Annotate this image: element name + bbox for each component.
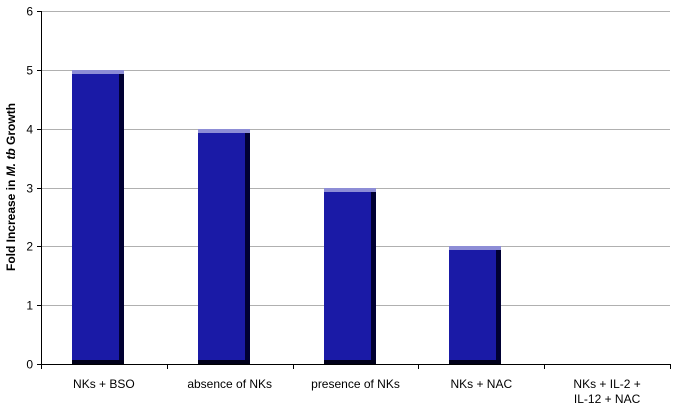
x-category-label-4: NKs + IL-2 + IL-12 + NAC <box>573 377 640 406</box>
bar-face-3 <box>449 246 501 364</box>
y-tick-label-5: 5 <box>26 64 33 78</box>
x-category-label-0: NKs + BSO <box>73 377 135 391</box>
bar-base-3 <box>449 360 501 364</box>
bar-side-1 <box>245 129 250 364</box>
bar-top-0 <box>72 70 124 74</box>
bars <box>72 70 501 364</box>
x-category-label-1: absence of NKs <box>187 377 272 391</box>
bar-side-0 <box>119 70 124 364</box>
y-axis-label-suffix: Growth <box>4 103 18 148</box>
y-tick-label-6: 6 <box>26 5 33 19</box>
y-tick-label-3: 3 <box>26 182 33 196</box>
bar-0 <box>72 70 124 364</box>
axes <box>37 11 671 369</box>
y-axis-label: Fold Increase in M. tb Growth <box>4 103 18 271</box>
y-tick-label-4: 4 <box>26 123 33 137</box>
bar-top-1 <box>198 129 250 133</box>
x-category-label-4-line-0: NKs + IL-2 + <box>573 377 640 391</box>
y-axis-label-prefix: Fold Increase in <box>4 176 18 271</box>
x-category-label-2: presence of NKs <box>311 377 400 391</box>
x-category-label-3-line-0: NKs + NAC <box>450 377 512 391</box>
y-axis-label-italic: M. tb <box>4 148 18 176</box>
x-category-label-3: NKs + NAC <box>450 377 512 391</box>
bar-3 <box>449 246 501 364</box>
bar-1 <box>198 129 250 364</box>
bar-side-2 <box>371 188 376 364</box>
x-category-label-4-line-1: IL-12 + NAC <box>574 392 641 406</box>
bar-face-1 <box>198 129 250 364</box>
bar-top-2 <box>324 188 376 192</box>
bar-top-3 <box>449 246 501 250</box>
x-category-labels: NKs + BSO absence of NKs presence of NKs NK… <box>73 377 641 406</box>
y-tick-labels: 0 1 2 3 4 5 6 <box>26 5 33 372</box>
bar-base-2 <box>324 360 376 364</box>
bar-face-2 <box>324 188 376 364</box>
bar-base-1 <box>198 360 250 364</box>
x-category-label-1-line-0: absence of NKs <box>187 377 272 391</box>
bar-side-3 <box>496 246 501 364</box>
y-tick-label-1: 1 <box>26 299 33 313</box>
bar-2 <box>324 188 376 364</box>
x-category-label-0-line-0: NKs + BSO <box>73 377 135 391</box>
y-tick-label-0: 0 <box>26 358 33 372</box>
bar-base-0 <box>72 360 124 364</box>
x-category-label-2-line-0: presence of NKs <box>311 377 400 391</box>
y-tick-label-2: 2 <box>26 240 33 254</box>
bar-face-0 <box>72 70 124 364</box>
